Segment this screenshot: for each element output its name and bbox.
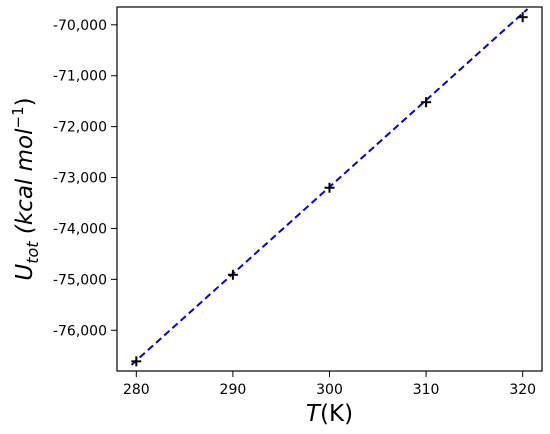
data-point (421, 97, 432, 108)
x-axis-ticks: 280 290 300 310 320 (123, 371, 536, 398)
y-tick-label: -73,000 (53, 171, 107, 187)
data-points-layer (131, 12, 528, 367)
y-axis-close: ) (12, 97, 38, 106)
y-axis-subscript: tot (23, 241, 42, 264)
data-point (227, 269, 238, 280)
x-axis-symbol: T (306, 401, 322, 427)
x-tick-label: 290 (220, 382, 247, 398)
y-tick-label: -76,000 (53, 323, 107, 339)
x-axis-unit: (K) (320, 401, 353, 427)
x-tick-label: 310 (413, 382, 440, 398)
x-tick-label: 300 (316, 382, 343, 398)
y-tick-label: -72,000 (53, 120, 107, 136)
data-point (324, 182, 335, 193)
x-tick-label: 320 (509, 382, 536, 398)
y-tick-label: -74,000 (53, 221, 107, 237)
x-axis-title: T(K) (306, 401, 353, 427)
y-axis-exponent: −1 (9, 106, 27, 128)
data-point (517, 12, 528, 23)
x-tick-label: 280 (123, 382, 150, 398)
y-axis-unit: (kcal mol (12, 128, 38, 242)
y-axis-ticks: -76,000 -75,000 -74,000 -73,000 -72,000 -71,0… (53, 18, 117, 339)
y-axis-symbol: U (12, 264, 38, 281)
y-tick-label: -71,000 (53, 69, 107, 85)
y-tick-label: -70,000 (53, 18, 107, 34)
y-axis-title: Utot (kcal mol−1) (9, 97, 42, 280)
y-tick-label: -75,000 (53, 272, 107, 288)
data-point (131, 356, 142, 367)
